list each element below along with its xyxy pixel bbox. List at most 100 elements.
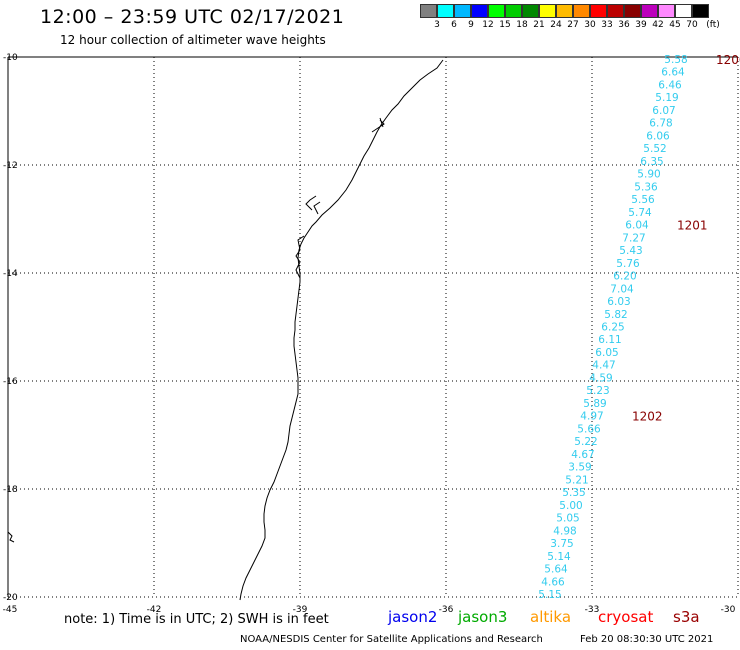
legend-swatch [454, 4, 471, 18]
credit-line: NOAA/NESDIS Center for Satellite Applica… [240, 634, 543, 645]
units-note: note: 1) Time is in UTC; 2) SWH is in fe… [64, 612, 329, 627]
map-subtitle: 12 hour collection of altimeter wave hei… [60, 33, 326, 47]
time-markers: 1200 1201 1202 [632, 53, 740, 424]
legend-label: 18 [516, 20, 528, 30]
lat-label: -14 [3, 269, 18, 279]
lat-label: -18 [3, 485, 18, 495]
wave-height-label: 4.67 [571, 449, 594, 461]
wave-height-label: 5.36 [634, 181, 658, 193]
wave-height-label: 5.05 [556, 513, 579, 525]
wave-height-label: 5.56 [631, 194, 655, 206]
lat-label: -12 [3, 161, 18, 171]
legend-label: 12 [482, 20, 494, 30]
legend-swatch [607, 4, 624, 18]
wave-height-label: 5.64 [544, 564, 568, 576]
legend-label: 42 [652, 20, 664, 30]
wave-height-label: 6.04 [625, 220, 649, 232]
legend-swatch [505, 4, 522, 18]
wave-height-label: 5.66 [577, 423, 601, 435]
legend-swatch [624, 4, 641, 18]
wave-height-label: 6.07 [652, 105, 675, 117]
wave-height-label: 5.82 [604, 309, 627, 321]
legend-label: 30 [584, 20, 596, 30]
legend-swatch [658, 4, 675, 18]
lon-label: -36 [439, 605, 454, 615]
wave-height-label: 5.35 [562, 487, 585, 499]
wave-height-label: 4.59 [589, 372, 612, 384]
lat-label: -16 [3, 377, 18, 387]
coastline [7, 59, 444, 601]
satellite-label-jason2: jason2 [388, 608, 438, 626]
legend-label: (ft) [706, 20, 720, 30]
wave-height-label: 5.19 [655, 92, 678, 104]
map-title: 12:00 – 23:59 UTC 02/17/2021 [40, 6, 345, 28]
legend-label: 36 [618, 20, 630, 30]
legend-swatch [420, 4, 437, 18]
coast-inlet [295, 117, 385, 279]
color-legend: 3 6 9 12 15 18 21 24 27 30 33 36 39 42 45 70 (ft) [420, 4, 720, 32]
satellite-label-cryosat: cryosat [598, 608, 654, 626]
axis-labels: -10 -12 -14 -16 -18 -20 -45 -42 -39 -36 -33 -30 [3, 53, 736, 615]
legend-label: 6 [451, 20, 457, 30]
wave-height-label: 5.90 [637, 169, 660, 181]
brazil-coastline [239, 59, 444, 601]
legend-label: 24 [550, 20, 562, 30]
map-grid [7, 56, 739, 598]
legend-label: 21 [533, 20, 545, 30]
legend-label: 33 [601, 20, 613, 30]
wave-height-label: 6.06 [646, 130, 670, 142]
wave-height-label: 6.78 [649, 118, 672, 130]
legend-swatch [522, 4, 539, 18]
lon-label: -30 [721, 605, 736, 615]
wave-height-label: 5.52 [643, 143, 666, 155]
wave-height-label: 6.11 [598, 334, 621, 346]
wave-height-label: 4.97 [580, 411, 603, 423]
wave-height-label: 5.21 [565, 474, 588, 486]
coast-fragment [7, 531, 15, 543]
time-marker: 1201 [677, 219, 708, 233]
legend-swatch [641, 4, 658, 18]
time-marker: 1200 [716, 53, 740, 67]
wave-height-track: 5.586.646.465.196.076.786.065.526.355.90… [538, 54, 687, 601]
lon-label: -45 [3, 605, 18, 615]
legend-label: 39 [635, 20, 647, 30]
wave-height-label: 6.25 [601, 322, 624, 334]
wave-height-label: 3.59 [568, 462, 591, 474]
lat-label: -20 [3, 593, 18, 603]
legend-swatch [556, 4, 573, 18]
legend-label: 3 [434, 20, 440, 30]
lon-label: -42 [147, 605, 162, 615]
wave-height-label: 5.74 [628, 207, 652, 219]
wave-height-label: 6.46 [658, 79, 682, 91]
wave-height-label: 5.58 [664, 54, 687, 66]
legend-swatch [692, 4, 709, 18]
wave-height-label: 5.76 [616, 258, 640, 270]
wave-height-label: 3.75 [550, 538, 573, 550]
legend-swatch [573, 4, 590, 18]
legend-labels: 3 6 9 12 15 18 21 24 27 30 33 36 39 42 45 70 (ft) [420, 18, 720, 32]
lon-label: -39 [293, 605, 308, 615]
wave-height-label: 6.03 [607, 296, 630, 308]
wave-height-label: 6.05 [595, 347, 618, 359]
legend-label: 9 [468, 20, 474, 30]
wave-height-label: 5.15 [538, 589, 561, 601]
satellite-label-altika: altika [530, 608, 572, 626]
wave-height-label: 6.64 [661, 67, 685, 79]
legend-label: 70 [686, 20, 698, 30]
generated-date: Feb 20 08:30:30 UTC 2021 [580, 634, 714, 645]
wave-height-label: 5.23 [586, 385, 609, 397]
legend-swatch [590, 4, 607, 18]
lat-label: -10 [3, 53, 18, 63]
wave-height-label: 5.00 [559, 500, 582, 512]
legend-swatch [675, 4, 692, 18]
legend-swatch [539, 4, 556, 18]
satellite-label-s3a: s3a [673, 608, 700, 626]
wave-height-label: 4.47 [592, 360, 615, 372]
wave-height-label: 6.35 [640, 156, 663, 168]
legend-swatch [471, 4, 488, 18]
legend-label: 45 [669, 20, 681, 30]
time-marker: 1202 [632, 410, 663, 424]
legend-swatches [420, 4, 709, 18]
wave-height-label: 7.27 [622, 232, 645, 244]
